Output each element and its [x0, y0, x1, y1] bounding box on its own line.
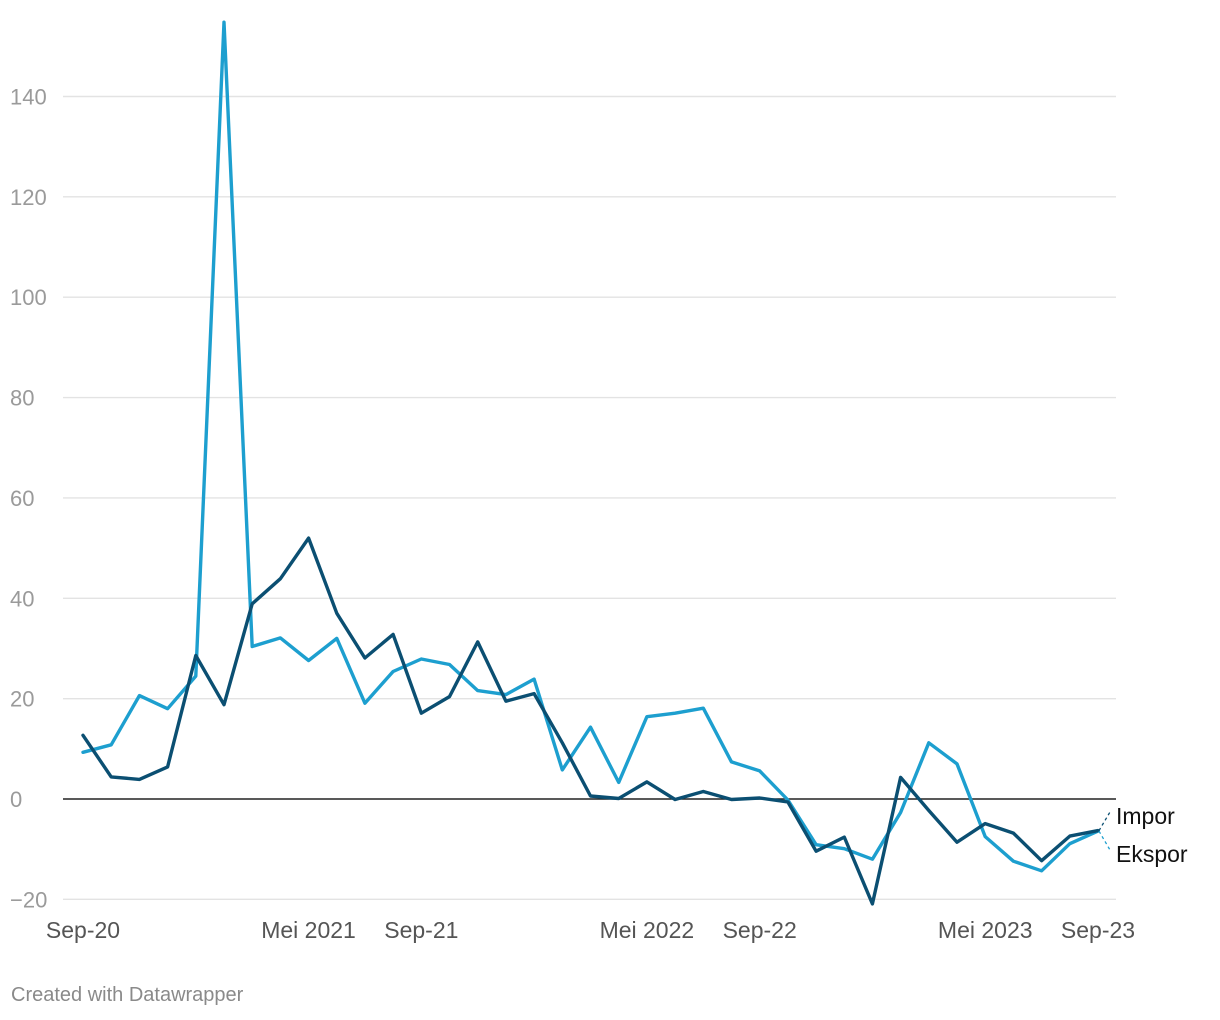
y-tick-label: 100 — [10, 285, 47, 310]
series-labels: Ekspor Impor — [1098, 803, 1188, 867]
x-tick-label: Mei 2023 — [938, 917, 1033, 943]
x-tick-label: Mei 2021 — [261, 917, 356, 943]
series-label-ekspor: Ekspor — [1116, 841, 1188, 867]
x-axis: Sep-20 Mei 2021 Sep-21 Mei 2022 Sep-22 Mei 20… — [46, 917, 1135, 943]
series-line-impor[interactable] — [81, 536, 1100, 906]
grid-layer — [63, 95, 1116, 901]
y-tick-label: 140 — [10, 84, 47, 109]
series-label-connector — [1098, 811, 1111, 831]
x-tick-label: Mei 2022 — [600, 917, 695, 943]
credit-text[interactable]: Created with Datawrapper — [11, 984, 244, 1006]
y-tick-label: 120 — [10, 185, 47, 210]
x-tick-label: Sep-21 — [384, 917, 458, 943]
x-tick-label: Sep-23 — [1061, 917, 1135, 943]
series-label-impor: Impor — [1116, 803, 1175, 829]
series-label-connector — [1098, 830, 1111, 851]
y-tick-label: 60 — [10, 486, 34, 511]
y-tick-label: −20 — [10, 887, 47, 912]
x-tick-label: Sep-20 — [46, 917, 120, 943]
y-tick-label: 40 — [10, 586, 34, 611]
y-axis: 140 120 100 80 60 40 20 0 −20 — [10, 84, 47, 912]
series-layer — [81, 20, 1100, 906]
y-tick-label: 20 — [10, 687, 34, 712]
series-line-ekspor[interactable] — [81, 20, 1100, 873]
y-tick-label: 80 — [10, 386, 34, 411]
y-tick-label: 0 — [10, 787, 22, 812]
x-tick-label: Sep-22 — [723, 917, 797, 943]
